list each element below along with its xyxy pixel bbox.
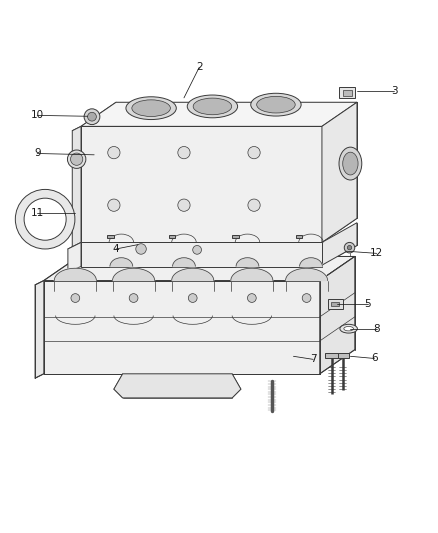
Text: 8: 8	[373, 324, 380, 334]
Ellipse shape	[343, 152, 358, 175]
Polygon shape	[35, 280, 44, 378]
Text: 6: 6	[371, 353, 378, 364]
Polygon shape	[72, 126, 81, 247]
Ellipse shape	[339, 147, 362, 180]
Text: 12: 12	[370, 248, 383, 259]
Ellipse shape	[193, 98, 232, 115]
Circle shape	[302, 294, 311, 302]
Text: 5: 5	[364, 298, 371, 309]
Polygon shape	[325, 353, 338, 359]
Circle shape	[188, 294, 197, 302]
Ellipse shape	[126, 97, 176, 119]
Ellipse shape	[251, 93, 301, 116]
Circle shape	[15, 189, 75, 249]
Polygon shape	[81, 102, 357, 126]
Ellipse shape	[67, 150, 86, 168]
Ellipse shape	[71, 153, 83, 165]
Circle shape	[108, 147, 120, 159]
Polygon shape	[286, 268, 328, 280]
FancyBboxPatch shape	[343, 90, 352, 96]
Circle shape	[247, 294, 256, 302]
Polygon shape	[320, 256, 355, 374]
Circle shape	[88, 112, 96, 121]
FancyBboxPatch shape	[339, 87, 355, 98]
Polygon shape	[173, 258, 195, 266]
Polygon shape	[44, 280, 320, 374]
Text: 4: 4	[113, 244, 120, 254]
Text: 9: 9	[34, 149, 41, 158]
Polygon shape	[81, 126, 322, 243]
Circle shape	[136, 244, 146, 254]
Polygon shape	[107, 235, 114, 238]
Polygon shape	[232, 235, 239, 238]
Polygon shape	[172, 268, 214, 280]
Polygon shape	[68, 243, 81, 272]
Circle shape	[84, 109, 100, 125]
Polygon shape	[110, 258, 133, 266]
Circle shape	[129, 294, 138, 302]
Ellipse shape	[344, 327, 353, 331]
Circle shape	[24, 198, 66, 240]
Polygon shape	[300, 258, 322, 266]
Circle shape	[71, 294, 80, 302]
Ellipse shape	[257, 96, 295, 113]
Circle shape	[248, 199, 260, 211]
Polygon shape	[296, 235, 302, 238]
Circle shape	[344, 243, 355, 253]
Text: 11: 11	[31, 208, 44, 218]
Polygon shape	[231, 268, 273, 280]
Polygon shape	[236, 258, 259, 266]
Polygon shape	[322, 102, 357, 243]
Text: 7: 7	[310, 354, 317, 365]
Ellipse shape	[187, 95, 237, 118]
Ellipse shape	[132, 100, 170, 117]
Polygon shape	[54, 268, 96, 280]
FancyBboxPatch shape	[328, 299, 343, 309]
Text: 3: 3	[391, 86, 398, 96]
Ellipse shape	[340, 324, 357, 333]
Circle shape	[178, 199, 190, 211]
Circle shape	[248, 147, 260, 159]
Circle shape	[193, 246, 201, 254]
Circle shape	[108, 199, 120, 211]
FancyBboxPatch shape	[331, 302, 339, 306]
Polygon shape	[44, 256, 355, 280]
Polygon shape	[169, 235, 175, 238]
Circle shape	[178, 147, 190, 159]
Polygon shape	[81, 243, 322, 266]
Polygon shape	[114, 374, 241, 398]
Polygon shape	[322, 223, 357, 265]
Text: 2: 2	[196, 62, 203, 72]
Circle shape	[347, 246, 352, 250]
Polygon shape	[337, 353, 349, 359]
Text: 10: 10	[31, 110, 44, 120]
Polygon shape	[113, 268, 155, 280]
